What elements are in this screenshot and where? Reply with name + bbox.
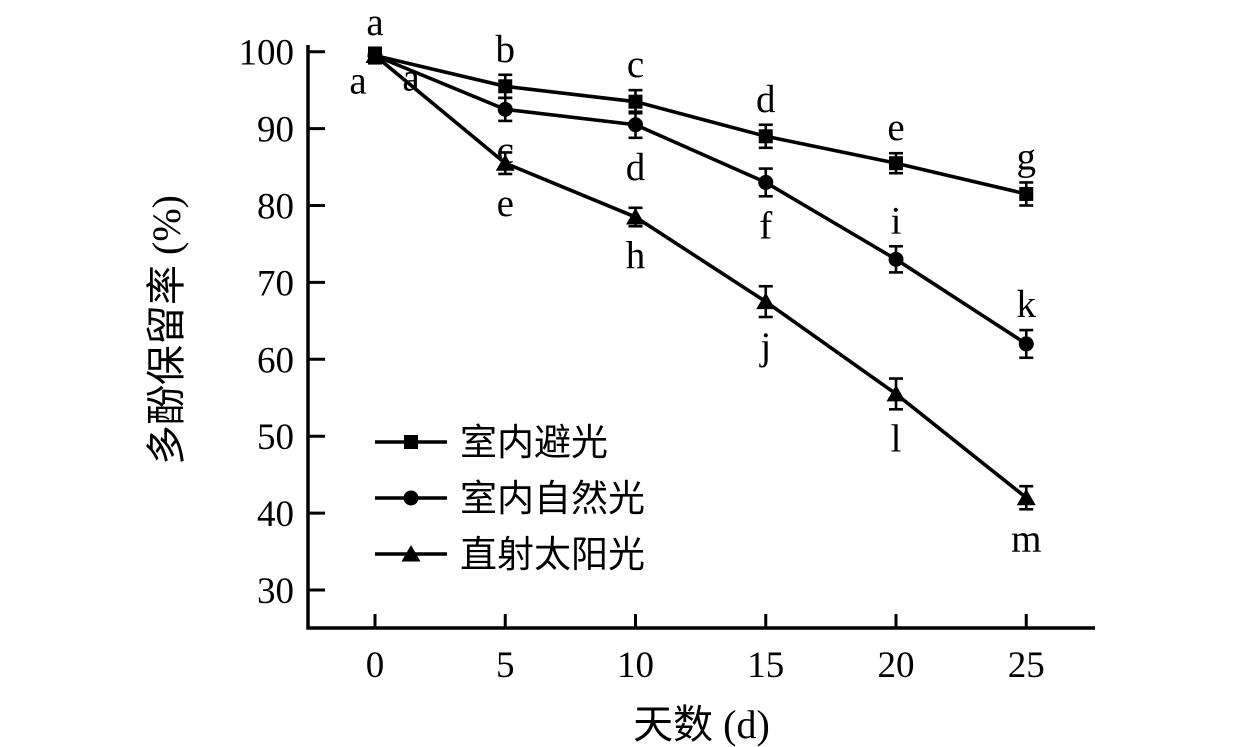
y-tick-label: 70 [257,263,294,304]
sig-letter: m [1011,517,1041,560]
data-point-marker [626,208,645,225]
data-point-marker [758,129,773,144]
legend-marker-circle [403,490,419,506]
legend-item: 直射太阳光 [375,534,645,576]
x-tick-label: 15 [747,645,784,686]
y-tick-label: 30 [257,571,294,612]
sig-letter: d [756,78,776,121]
legend-item: 室内避光 [375,422,608,464]
y-tick-label: 50 [257,417,294,458]
sig-letter: c [627,43,644,86]
series-indoor-dark-line [374,53,1027,196]
y-axis-title: 多酚保留率 (%) [144,195,189,465]
y-tick-label: 40 [257,494,294,535]
sig-letter: a [366,1,383,44]
x-tick-label: 25 [1008,645,1045,686]
legend-label: 直射太阳光 [460,534,645,576]
data-point-marker [758,174,774,190]
legend-label: 室内自然光 [460,478,645,520]
data-point-marker [1016,488,1036,506]
data-point-marker [889,156,903,171]
data-point-marker [888,251,904,267]
sig-letter: c [497,129,514,172]
data-point-marker [497,101,513,117]
y-tick-label: 80 [257,187,294,228]
data-point-marker [886,384,906,402]
axes: 30 40 50 60 70 80 90 100 0 5 10 15 20 25 [239,33,1095,686]
data-point-marker [1019,186,1034,201]
x-tick-label: 10 [617,645,654,686]
legend-marker-square [404,435,418,449]
sig-letter: e [497,182,514,225]
sig-letter: d [626,146,646,189]
y-tick-label: 60 [257,340,294,381]
x-tick-label: 0 [366,645,385,686]
data-point-marker [628,94,643,109]
data-point-marker [1018,336,1034,352]
data-point-marker [368,48,382,63]
sig-letter: e [887,106,904,149]
series-indoor-natural-light: a c d f i k [349,46,1037,360]
legend-marker-triangle [401,545,421,562]
sig-letter: g [1017,135,1037,178]
sig-letter: f [759,204,772,247]
sig-letter: h [626,234,646,277]
sig-letter: i [891,199,902,242]
sig-letter: l [891,417,902,460]
series-indoor-dark: a b c d e g [366,1,1037,207]
data-point-marker [628,117,643,133]
x-tick-label: 5 [496,645,515,686]
data-point-marker [756,292,776,310]
legend-label: 室内避光 [460,422,608,464]
y-tick-label: 100 [239,33,295,74]
legend-item: 室内自然光 [375,478,645,520]
sig-letter: a [349,60,366,103]
data-point-marker [498,79,513,94]
sig-letter: b [496,28,516,71]
x-tick-label: 20 [878,645,915,686]
x-axis-title: 天数 (d) [633,702,770,747]
series-indoor-natural-light-line [374,53,1028,346]
data-point-marker [495,154,515,171]
sig-letter: j [758,325,771,368]
series-direct-sunlight-line [373,54,1028,500]
sig-letter: k [1017,283,1037,326]
y-tick-label: 90 [257,110,294,151]
